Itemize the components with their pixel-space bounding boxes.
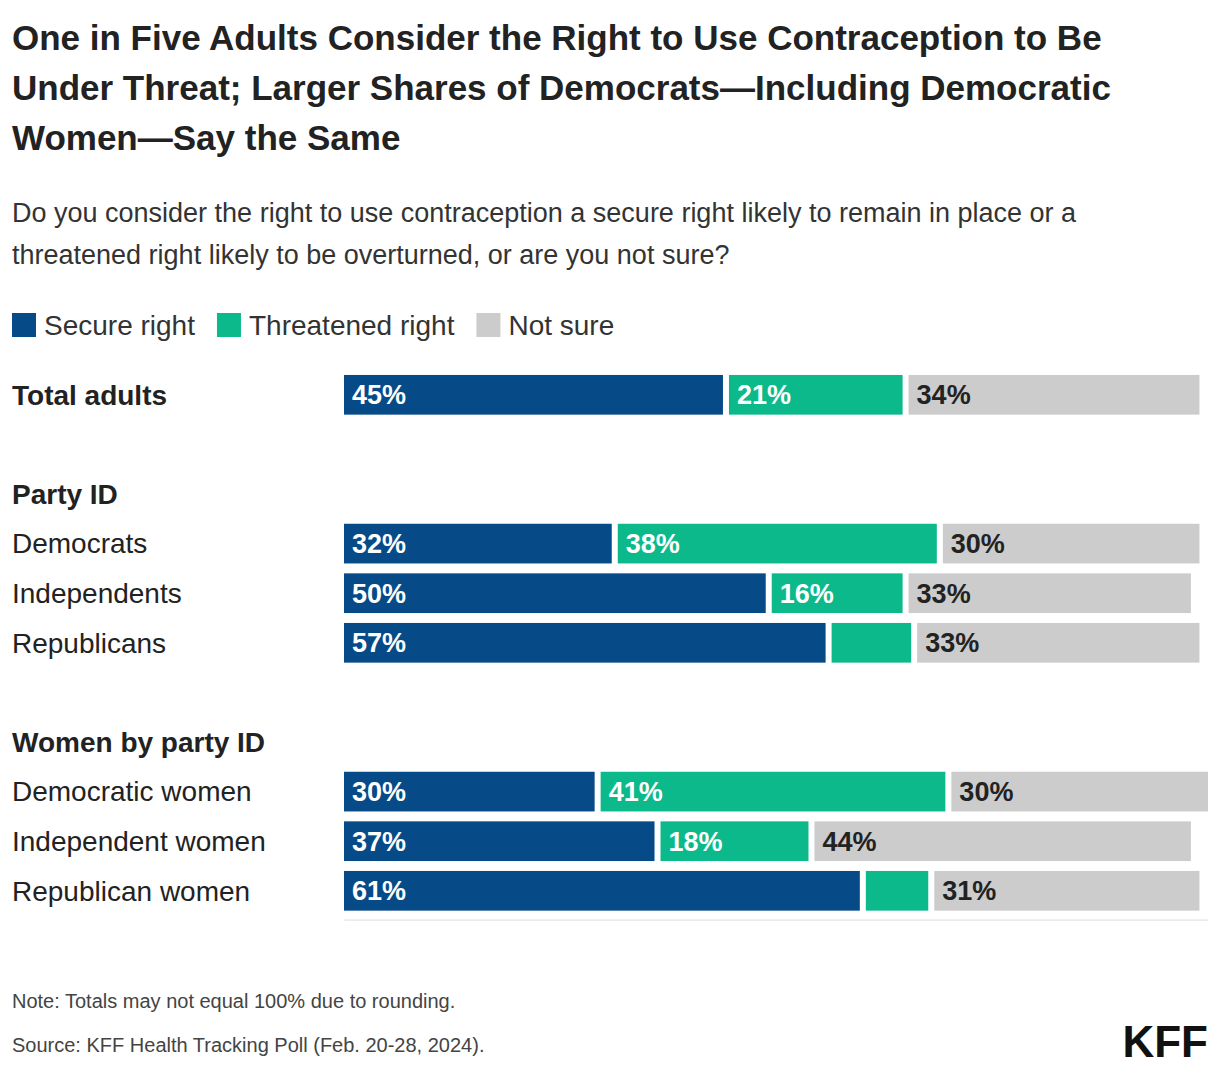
bar-segment [814,821,1190,861]
legend-label: Threatened right [249,310,455,341]
category-label: Republican women [12,876,250,907]
bar-segment [344,573,766,613]
category-label: Independents [12,578,182,609]
data-label: 16% [780,579,834,609]
bar-segment [344,871,860,911]
bar-segment [344,772,595,812]
legend-swatch [12,313,36,337]
category-label: Republicans [12,628,166,659]
x-axis [345,920,1209,921]
data-label: 41% [609,777,663,807]
data-label: 38% [626,529,680,559]
subtitle: Do you consider the right to use contrac… [12,198,1077,270]
note: Note: Totals may not equal 100% due to r… [12,990,455,1012]
legend-label: Secure right [44,310,195,341]
category-label: Democrats [12,528,147,559]
bar-segment [729,375,903,415]
data-label: 33% [917,579,971,609]
bar-segment [943,524,1200,564]
bar-segment [772,573,903,613]
data-label: 18% [669,827,723,857]
text-line: threatened right likely to be overturned… [12,240,729,270]
logo: KFF [1122,1017,1208,1066]
data-label: 31% [942,876,996,906]
bar-segment [917,623,1199,663]
bar-segment [344,821,655,861]
title: One in Five Adults Consider the Right to… [12,18,1111,157]
text-line: One in Five Adults Consider the Right to… [12,18,1102,57]
data-label: 45% [352,380,406,410]
legend-swatch [476,313,500,337]
bar-segment [909,375,1200,415]
data-label: 37% [352,827,406,857]
legend-swatch [217,313,241,337]
bar-segment [934,871,1199,911]
bar-segment [832,623,912,663]
data-label: 44% [822,827,876,857]
bar-segment [618,524,937,564]
data-label: 32% [352,529,406,559]
data-label: 50% [352,579,406,609]
group-heading: Women by party ID [12,727,265,758]
group-heading: Party ID [12,479,118,510]
bar-segment [951,772,1208,812]
data-label: 30% [951,529,1005,559]
data-label: 30% [352,777,406,807]
data-label: 33% [925,628,979,658]
bar-segment [909,573,1191,613]
text-line: Women—Say the Same [12,118,400,157]
data-label: 61% [352,876,406,906]
legend: Secure right Threatened right Not sure [12,310,614,341]
chart: One in Five Adults Consider the Right to… [0,0,1220,1072]
bar-segment [344,375,723,415]
data-label: 34% [917,380,971,410]
text-line: Do you consider the right to use contrac… [12,198,1077,228]
category-label: Independent women [12,826,266,857]
text-line: Under Threat; Larger Shares of Democrats… [12,68,1111,107]
data-label: 57% [352,628,406,658]
data-labels: 45% 32% 50% 57% 30% 37% 61% 21% 38% 16% 41%18% 34% 3… [352,380,1013,906]
bar-segment [661,821,809,861]
bars [344,375,1208,911]
bar-segment [344,524,612,564]
category-label: Democratic women [12,776,252,807]
bar-segment [866,871,928,911]
bar-segment [344,623,826,663]
legend-label: Not sure [508,310,614,341]
data-label: 21% [737,380,791,410]
data-label: 30% [959,777,1013,807]
bar-segment [601,772,946,812]
axis-line [345,920,1209,921]
source: Source: KFF Health Tracking Poll (Feb. 2… [12,1034,484,1056]
category-label: Total adults [12,380,167,411]
